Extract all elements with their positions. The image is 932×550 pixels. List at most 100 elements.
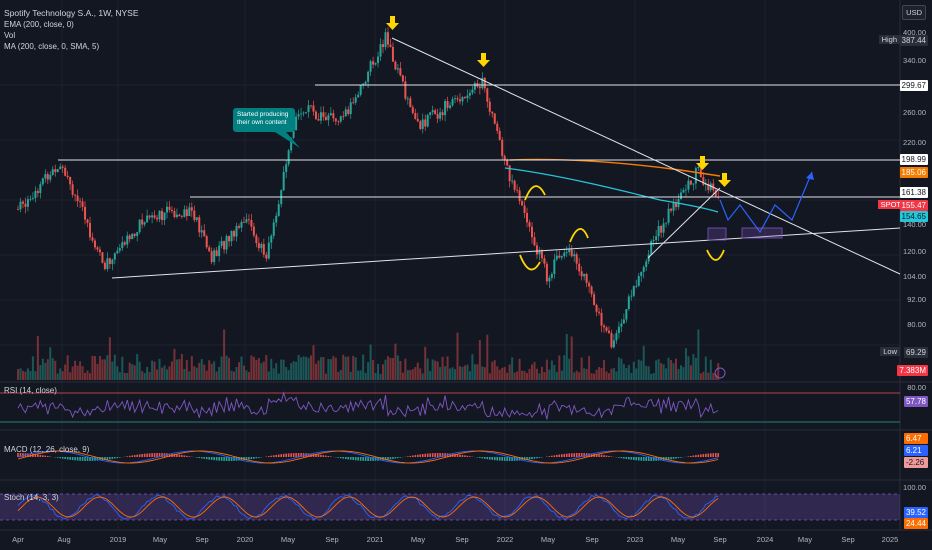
legend-ema[interactable]: EMA (200, close, 0): [4, 20, 74, 29]
macd-histogram-bar: [583, 453, 585, 457]
candle-body: [545, 263, 548, 282]
legend-vol[interactable]: Vol: [4, 31, 16, 40]
macd-histogram-bar: [248, 457, 250, 460]
volume-bar: [652, 373, 655, 380]
volume-bar: [138, 361, 141, 380]
volume-bar: [558, 355, 561, 380]
high-value-tag: 387.44: [899, 35, 928, 46]
support-trendline: [111, 227, 901, 279]
legend-ma[interactable]: MA (200, close, 0, SMA, 5): [4, 42, 100, 51]
macd-histogram-bar: [367, 457, 369, 461]
volume-bar: [203, 364, 206, 380]
macd-histogram-bar: [195, 457, 198, 458]
candle-body: [317, 119, 320, 121]
volume-bar: [190, 356, 193, 380]
candle-body: [627, 296, 630, 310]
volume-bar: [302, 356, 305, 380]
candle-body: [133, 233, 136, 236]
candle-body: [188, 207, 191, 217]
candle-body: [374, 63, 377, 65]
ma-value-tag: 154.65: [899, 211, 928, 222]
candlesticks: [17, 27, 720, 349]
price-tick: 104.00: [903, 272, 926, 281]
candle-body: [709, 183, 712, 191]
candle-body: [116, 250, 119, 254]
rsi-label[interactable]: RSI (14, close): [4, 386, 57, 395]
volume-bar: [578, 372, 581, 380]
candle-body: [652, 240, 655, 242]
macd-histogram-bar: [667, 457, 670, 460]
candle-body: [205, 236, 208, 248]
volume-bar: [188, 371, 191, 380]
macd-histogram-bar: [513, 457, 516, 461]
volume-bar: [252, 356, 255, 380]
macd-histogram-bar: [74, 457, 76, 461]
volume-bar: [39, 364, 42, 380]
volume-bar: [327, 359, 330, 380]
macd-histogram-bar: [488, 457, 491, 460]
macd-histogram-bar: [633, 457, 635, 461]
macd-histogram-bar: [253, 457, 255, 459]
candle-body: [175, 214, 178, 218]
candle-body: [161, 210, 164, 221]
candle-body: [411, 107, 414, 114]
macd-histogram-bar: [151, 453, 153, 457]
macd-histogram-bar: [605, 455, 608, 457]
volume-bar: [101, 359, 104, 380]
volume-bar: [679, 365, 682, 380]
candle-body: [347, 109, 350, 115]
candle-body: [81, 201, 84, 207]
macd-histogram-bar: [213, 457, 215, 461]
volume-bar: [242, 365, 245, 380]
level-tag-161: 161.38: [899, 187, 928, 198]
volume-bar: [93, 356, 96, 380]
currency-button[interactable]: USD: [902, 5, 926, 20]
macd-histogram-bar: [327, 456, 330, 457]
volume-bar: [29, 370, 32, 380]
chart-title[interactable]: Spotify Technology S.A., 1W, NYSE: [4, 8, 139, 18]
candle-body: [528, 222, 531, 227]
candle-body: [578, 263, 581, 272]
volume-bar: [672, 363, 675, 380]
candle-body: [404, 81, 407, 99]
macd-histogram-bar: [672, 457, 675, 459]
candle-body: [339, 116, 342, 122]
candle-body: [151, 215, 154, 218]
volume-bar: [17, 369, 19, 380]
stoch-label[interactable]: Stoch (14, 3, 3): [4, 493, 59, 502]
volume-bar: [81, 366, 84, 380]
candle-body: [511, 180, 514, 182]
volume-bar: [277, 373, 280, 380]
volume-bar: [128, 362, 131, 380]
macd-value-2: 6.21: [904, 445, 928, 456]
volume-bar: [103, 359, 106, 380]
note-callout[interactable]: Started producing their own content: [233, 108, 295, 132]
volume-bar: [228, 357, 231, 380]
macd-histogram-bar: [409, 455, 412, 457]
candle-body: [29, 198, 32, 200]
candle-body: [533, 237, 536, 246]
volume-bar: [454, 369, 457, 380]
macd-histogram-bar: [558, 454, 561, 457]
volume-bar: [478, 340, 481, 380]
candle-body: [141, 219, 144, 225]
candle-body: [555, 255, 558, 260]
volume-bar: [41, 358, 44, 380]
macd-label[interactable]: MACD (12, 26, close, 9): [4, 445, 90, 454]
candle-body: [270, 235, 273, 243]
candle-body: [49, 174, 52, 180]
price-tick: 92.00: [907, 295, 926, 304]
candle-body: [208, 247, 211, 252]
macd-histogram-bar: [238, 457, 240, 461]
volume-bar: [287, 370, 290, 380]
candle-body: [148, 215, 151, 218]
volume-bar: [240, 356, 243, 380]
macd-histogram-bar: [342, 457, 345, 459]
volume-bar: [635, 368, 638, 380]
volume-bar: [84, 372, 87, 380]
price-tick: 400.00: [903, 28, 926, 37]
volume-bar: [56, 373, 59, 380]
candle-body: [103, 262, 106, 270]
volume-bar: [665, 368, 668, 380]
